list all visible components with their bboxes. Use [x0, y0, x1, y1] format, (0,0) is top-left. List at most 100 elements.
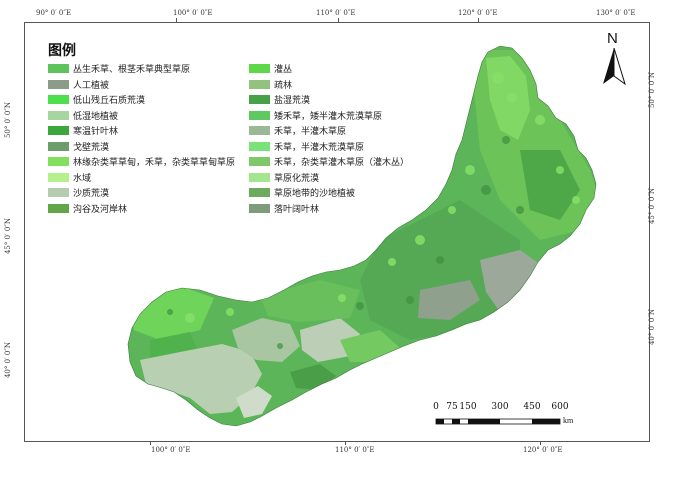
- region-grey-steppe-mid: [418, 280, 480, 320]
- legend-swatch: [249, 188, 270, 197]
- legend-swatch: [249, 126, 270, 135]
- legend-label: 沟谷及河岸林: [73, 204, 128, 215]
- legend-item: 矮禾草，矮半灌木荒漠草原: [249, 110, 383, 122]
- legend-label: 禾草，半灌木荒漠草原: [274, 142, 365, 153]
- region-sand-desert-4: [236, 386, 272, 418]
- tickmark-bottom-100: [150, 441, 151, 445]
- region-central-steppe: [360, 200, 520, 340]
- legend-item: 草原化荒漠: [249, 172, 320, 184]
- tick-top-130e: 130° 0′ 0″E: [596, 9, 636, 17]
- tick-right-45n: 45° 0′ 0″N: [648, 187, 657, 225]
- legend-swatch: [48, 126, 69, 135]
- legend-label: 矮禾草，矮半灌木荒漠草原: [274, 111, 383, 122]
- scale-tick-0: 0: [433, 402, 439, 412]
- legend-swatch: [48, 203, 69, 213]
- legend-label: 沙质荒漠: [73, 189, 110, 199]
- legend-label: 灌丛: [274, 65, 293, 75]
- legend-title: 图例: [48, 43, 76, 59]
- legend-swatch: [48, 110, 69, 120]
- legend-item: 人工植被: [48, 79, 109, 91]
- legend-item: 禾草，杂类草灌木草原（灌木丛）: [249, 156, 410, 168]
- tick-top-100e: 100° 0′ 0″E: [173, 9, 213, 17]
- region-sand-desert-2: [232, 318, 300, 362]
- legend-item: 草原地带的沙地植被: [249, 187, 356, 199]
- tickmark-bottom-110: [345, 441, 346, 445]
- legend-label: 戈壁荒漠: [73, 142, 110, 153]
- legend-item: 沙质荒漠: [48, 187, 110, 199]
- region-central-west: [260, 280, 360, 322]
- tick-top-110e: 110° 0′ 0″E: [316, 9, 356, 17]
- tickmark-bottom-120: [540, 441, 541, 445]
- legend-item: 林缘杂类草草甸，禾草，杂类草草甸草原: [48, 156, 236, 168]
- legend-swatch: [249, 203, 270, 213]
- scale-bar-graphic: [435, 418, 561, 425]
- legend-item: 戈壁荒漠: [48, 141, 110, 153]
- legend-item: 禾草，半灌木荒漠草原: [249, 141, 365, 153]
- legend-label: 禾草，杂类草灌木草原（灌木丛）: [274, 158, 410, 168]
- legend-item: 疏林: [249, 79, 293, 91]
- legend-label: 疏林: [274, 80, 293, 91]
- legend-swatch: [48, 95, 69, 104]
- tickmark-top-110: [338, 18, 339, 22]
- scale-tick-75: 75: [446, 402, 458, 412]
- legend-swatch: [48, 172, 69, 182]
- legend-swatch: [249, 172, 270, 182]
- tick-bottom-120e: 120° 0′ 0″E: [523, 446, 563, 454]
- texture-bright-spots: [185, 72, 580, 323]
- tick-bottom-110e: 110° 0′ 0″E: [335, 446, 375, 454]
- legend-item: 丛生禾草、根茎禾草典型草原: [48, 63, 191, 75]
- legend-label: 盐湿荒漠: [274, 96, 311, 106]
- region-sand-desert: [140, 344, 262, 414]
- legend-item: 低山残丘石质荒漠: [48, 94, 146, 106]
- tickmark-top-120: [478, 18, 479, 22]
- legend-swatch: [249, 157, 270, 166]
- scale-bar: 0 75 150 300 450 600 km: [432, 402, 592, 432]
- tick-right-50n: 50° 0′ 0″N: [648, 71, 657, 109]
- texture-dark-spots: [167, 136, 524, 349]
- legend-swatch: [48, 141, 69, 151]
- legend-swatch: [48, 188, 69, 197]
- tick-top-90e: 90° 0′ 0″E: [36, 9, 72, 17]
- legend-item: 灌丛: [249, 63, 293, 75]
- legend-swatch: [249, 79, 270, 89]
- legend-item: 沟谷及河岸林: [48, 203, 128, 215]
- legend-item: 盐湿荒漠: [249, 94, 311, 106]
- scale-tick-600: 600: [551, 402, 569, 412]
- tick-top-120e: 120° 0′ 0″E: [458, 9, 498, 17]
- legend-swatch: [48, 79, 69, 89]
- legend-label: 水域: [73, 173, 92, 184]
- legend-label: 草原化荒漠: [274, 173, 320, 184]
- legend-label: 低山残丘石质荒漠: [73, 96, 146, 106]
- legend-label: 寒温针叶林: [73, 127, 119, 137]
- tick-left-40n: 40° 0′ 0″N: [4, 341, 13, 379]
- north-label: N: [607, 30, 618, 47]
- legend-item: 禾草，半灌木草原: [249, 125, 347, 137]
- legend-label: 林缘杂类草草甸，禾草，杂类草草甸草原: [73, 158, 236, 168]
- legend-label: 落叶阔叶林: [274, 204, 320, 215]
- legend-label: 禾草，半灌木草原: [274, 127, 347, 137]
- legend-item: 低湿地植被: [48, 110, 119, 122]
- legend-swatch: [48, 64, 69, 73]
- north-arrow-icon: [603, 48, 626, 86]
- scale-unit: km: [563, 416, 574, 425]
- tick-right-40n: 40° 0′ 0″N: [648, 308, 657, 346]
- region-deciduous: [520, 150, 580, 220]
- scale-tick-150: 150: [459, 402, 477, 412]
- scale-tick-300: 300: [491, 402, 509, 412]
- tick-left-50n: 50° 0′ 0″N: [4, 101, 13, 139]
- legend-item: 寒温针叶林: [48, 125, 119, 137]
- legend-label: 低湿地植被: [73, 111, 119, 122]
- legend-swatch: [249, 64, 270, 73]
- legend-swatch: [249, 110, 270, 120]
- legend-label: 草原地带的沙地植被: [274, 189, 356, 199]
- legend-swatch: [249, 141, 270, 151]
- legend-swatch: [249, 95, 270, 104]
- scale-tick-450: 450: [523, 402, 541, 412]
- legend-item: 水域: [48, 172, 92, 184]
- legend-label: 丛生禾草、根茎禾草典型草原: [73, 65, 191, 75]
- tick-bottom-100e: 100° 0′ 0″E: [151, 446, 191, 454]
- legend-item: 落叶阔叶林: [249, 203, 320, 215]
- legend-swatch: [48, 157, 69, 166]
- tickmark-top-100: [176, 18, 177, 22]
